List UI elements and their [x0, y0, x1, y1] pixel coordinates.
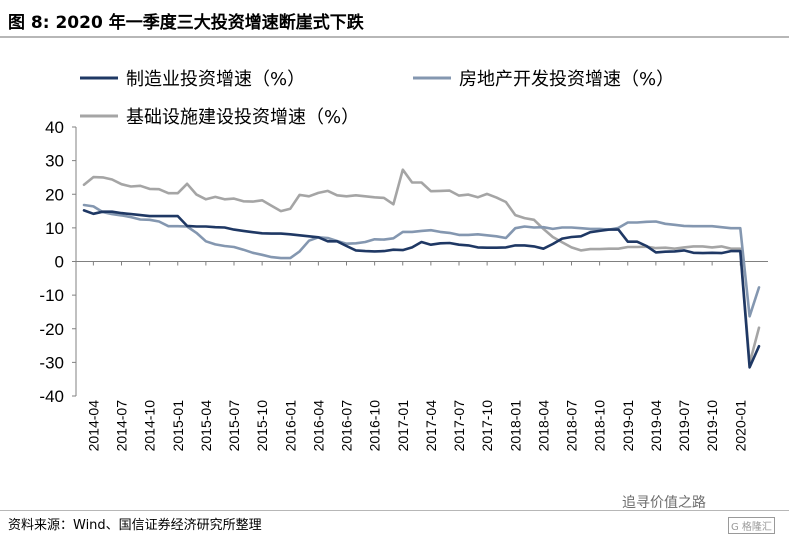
x-tick-label: 2015-01: [170, 400, 186, 452]
y-tick-label: -30: [39, 353, 64, 372]
x-tick-label: 2016-07: [339, 400, 355, 452]
x-tick-label: 2017-01: [395, 400, 411, 452]
x-tick-label: 2018-04: [535, 400, 551, 452]
series-line: [82, 203, 761, 318]
x-tick-label: 2019-10: [704, 400, 720, 452]
line-chart: 制造业投资增速（%） 房地产开发投资增速（%） 基础设施建设投资增速（%） 40 30…: [39, 69, 768, 451]
legend-label: 基础设施建设投资增速（%）: [126, 107, 359, 128]
y-tick-label: 30: [45, 152, 64, 171]
x-tick-label: 2018-10: [592, 400, 608, 452]
x-tick-label: 2019-07: [676, 400, 692, 452]
watermark-text: 追寻价值之路: [622, 495, 706, 511]
x-tick-label: 2018-07: [564, 400, 580, 452]
x-tick-label: 2015-04: [198, 400, 214, 452]
series-line: [82, 209, 761, 369]
y-tick-label: 20: [45, 185, 64, 204]
title-bar: 图 8: 2020 年一季度三大投资增速断崖式下跌: [0, 0, 789, 38]
chart-series: [82, 168, 761, 369]
x-tick-label: 2014-10: [142, 400, 158, 452]
y-tick-label: 10: [45, 219, 64, 238]
x-tick-label: 2019-01: [620, 400, 636, 452]
figure-title: 图 8: 2020 年一季度三大投资增速断崖式下跌: [8, 13, 364, 33]
legend-label: 制造业投资增速（%）: [126, 69, 305, 90]
x-tick-label: 2016-04: [310, 400, 326, 452]
y-tick-label: -10: [39, 286, 64, 305]
x-tick-label: 2017-07: [451, 400, 467, 452]
y-tick-label: -20: [39, 320, 64, 339]
x-tick-label: 2017-04: [423, 400, 439, 452]
y-tick-label: 0: [55, 253, 64, 272]
legend-label: 房地产开发投资增速（%）: [459, 69, 674, 90]
x-tick-label: 2019-04: [648, 400, 664, 452]
x-tick-label: 2016-10: [367, 400, 383, 452]
watermark-logo: G 格隆汇: [728, 517, 775, 534]
x-tick-label: 2017-10: [479, 400, 495, 452]
x-tick-label: 2018-01: [507, 400, 523, 452]
x-tick-label: 2014-07: [114, 400, 130, 452]
x-tick-label: 2015-07: [226, 400, 242, 452]
x-tick-label: 2015-10: [254, 400, 270, 452]
x-tick-label: 2014-04: [85, 400, 101, 452]
chart-axes: 40 30 20 10 0 -10 -20 -30 -40 2014-04 2014-07 2014-…: [39, 118, 768, 451]
y-tick-label: 40: [45, 118, 64, 137]
chart-legend: 制造业投资增速（%） 房地产开发投资增速（%） 基础设施建设投资增速（%）: [80, 69, 674, 128]
source-note: 资料来源：Wind、国信证券经济研究所整理: [8, 518, 262, 533]
footer-divider: [0, 510, 789, 511]
x-tick-label: 2020-01: [732, 400, 748, 452]
y-tick-label: -40: [39, 387, 64, 406]
x-tick-label: 2016-01: [282, 400, 298, 452]
series-line: [82, 168, 761, 365]
